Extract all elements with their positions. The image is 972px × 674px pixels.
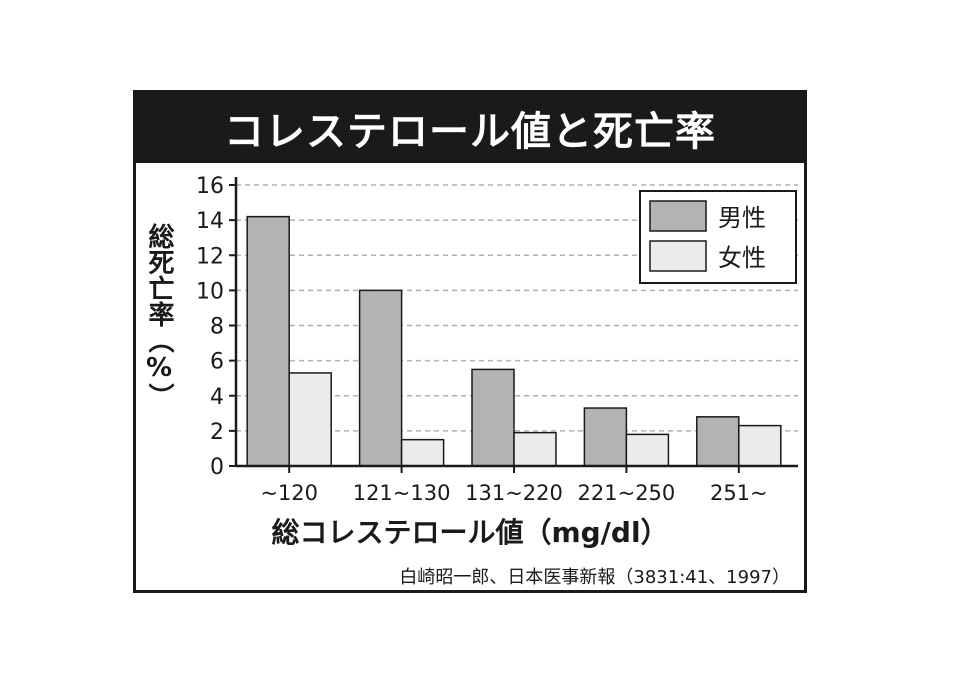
y-tick-label: 12 [196, 244, 224, 269]
y-tick-label: 16 [196, 174, 224, 199]
legend-label-female: 女性 [718, 244, 766, 272]
bar-female [513, 431, 557, 467]
y-tick-label: 4 [210, 385, 224, 410]
bar-female [625, 433, 670, 467]
chart-frame: コレステロール値と死亡率 0 2 4 6 8 10 12 14 16 ~120 121~130 131… [133, 90, 807, 593]
bars [246, 215, 782, 467]
legend-swatch-female [649, 240, 707, 272]
chart-title: コレステロール値と死亡率 [136, 93, 804, 163]
x-tick-label: ~120 [260, 481, 318, 505]
bar-male [696, 416, 740, 467]
x-tick-label: 251~ [710, 481, 768, 505]
tick-labels: 0 2 4 6 8 10 12 14 16 ~120 121~130 131~220 221~250 25… [196, 174, 768, 505]
plot-area: 0 2 4 6 8 10 12 14 16 ~120 121~130 131~220 221~250 25… [196, 174, 798, 505]
y-tick-label: 0 [210, 455, 224, 480]
axes [229, 177, 798, 473]
legend-swatch-male [649, 200, 707, 232]
x-axis-label: 総コレステロール値（mg/dl） [271, 516, 669, 549]
bar-male [471, 368, 515, 467]
y-tick-label: 2 [210, 420, 224, 445]
bar-female [288, 372, 332, 467]
y-tick-label: 10 [196, 279, 224, 304]
legend-label-male: 男性 [718, 204, 766, 232]
y-tick-label: 8 [210, 315, 224, 340]
x-tick-label: 131~220 [465, 481, 563, 505]
x-tick-label: 221~250 [578, 481, 676, 505]
bar-male [583, 407, 628, 467]
bar-female [400, 438, 445, 467]
bar-male [358, 289, 403, 467]
source-citation: 白崎昭一郎、日本医事新報（3831:41、1997） [399, 567, 790, 588]
bar-female [738, 424, 782, 467]
y-tick-label: 6 [210, 350, 224, 375]
x-tick-label: 121~130 [353, 481, 451, 505]
y-axis-label: 総死亡率（%） [144, 223, 174, 409]
bar-male [246, 215, 290, 467]
y-tick-label: 14 [196, 209, 224, 234]
